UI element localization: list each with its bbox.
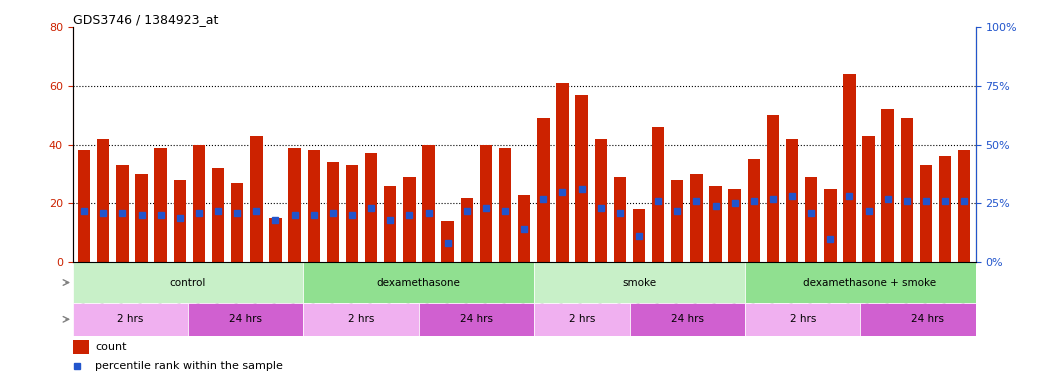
Text: 24 hrs: 24 hrs xyxy=(911,314,945,324)
FancyBboxPatch shape xyxy=(630,303,745,336)
Bar xyxy=(920,165,932,262)
Bar xyxy=(843,74,855,262)
Bar xyxy=(193,145,206,262)
FancyBboxPatch shape xyxy=(303,262,534,303)
Text: 2 hrs: 2 hrs xyxy=(569,314,595,324)
Text: 24 hrs: 24 hrs xyxy=(460,314,493,324)
FancyBboxPatch shape xyxy=(534,303,630,336)
FancyBboxPatch shape xyxy=(861,303,995,336)
Text: count: count xyxy=(95,342,127,352)
Bar xyxy=(441,221,454,262)
Bar xyxy=(155,147,167,262)
Bar xyxy=(613,177,626,262)
Bar xyxy=(767,115,780,262)
Bar xyxy=(939,156,951,262)
Bar xyxy=(269,218,281,262)
Bar xyxy=(537,118,549,262)
Text: 2 hrs: 2 hrs xyxy=(348,314,374,324)
Bar xyxy=(804,177,817,262)
Text: dexamethasone: dexamethasone xyxy=(377,278,461,288)
Bar xyxy=(863,136,875,262)
Bar xyxy=(422,145,435,262)
Bar xyxy=(575,94,588,262)
Text: dexamethasone + smoke: dexamethasone + smoke xyxy=(803,278,936,288)
Text: control: control xyxy=(170,278,207,288)
Bar xyxy=(327,162,339,262)
FancyBboxPatch shape xyxy=(303,303,418,336)
Bar xyxy=(595,139,607,262)
Bar xyxy=(289,147,301,262)
FancyBboxPatch shape xyxy=(418,303,534,336)
Text: 2 hrs: 2 hrs xyxy=(790,314,816,324)
Bar xyxy=(231,183,244,262)
Bar xyxy=(98,139,109,262)
Bar xyxy=(403,177,415,262)
Bar xyxy=(709,186,721,262)
Bar xyxy=(480,145,492,262)
Text: 24 hrs: 24 hrs xyxy=(229,314,262,324)
Bar xyxy=(499,147,512,262)
Bar xyxy=(365,154,378,262)
Text: GDS3746 / 1384923_at: GDS3746 / 1384923_at xyxy=(73,13,218,26)
Bar xyxy=(173,180,186,262)
Bar xyxy=(958,151,971,262)
Bar xyxy=(518,195,530,262)
Bar xyxy=(250,136,263,262)
Bar xyxy=(671,180,683,262)
Bar xyxy=(78,151,90,262)
Bar xyxy=(881,109,894,262)
FancyBboxPatch shape xyxy=(534,262,745,303)
Text: 2 hrs: 2 hrs xyxy=(117,314,143,324)
Bar xyxy=(212,168,224,262)
Bar xyxy=(116,165,129,262)
Bar xyxy=(461,197,473,262)
FancyBboxPatch shape xyxy=(73,262,303,303)
Bar xyxy=(747,159,760,262)
Bar xyxy=(901,118,913,262)
Bar xyxy=(690,174,703,262)
Bar xyxy=(824,189,837,262)
Bar xyxy=(135,174,147,262)
FancyBboxPatch shape xyxy=(745,303,861,336)
Bar xyxy=(556,83,569,262)
Bar xyxy=(652,127,664,262)
FancyBboxPatch shape xyxy=(745,262,995,303)
Bar xyxy=(729,189,741,262)
Bar xyxy=(786,139,798,262)
Bar xyxy=(346,165,358,262)
Bar xyxy=(633,209,646,262)
FancyBboxPatch shape xyxy=(73,303,188,336)
Bar xyxy=(384,186,397,262)
Bar xyxy=(307,151,320,262)
Bar xyxy=(73,340,89,354)
Text: percentile rank within the sample: percentile rank within the sample xyxy=(95,361,283,371)
Text: smoke: smoke xyxy=(623,278,657,288)
FancyBboxPatch shape xyxy=(188,303,303,336)
Text: 24 hrs: 24 hrs xyxy=(671,314,704,324)
